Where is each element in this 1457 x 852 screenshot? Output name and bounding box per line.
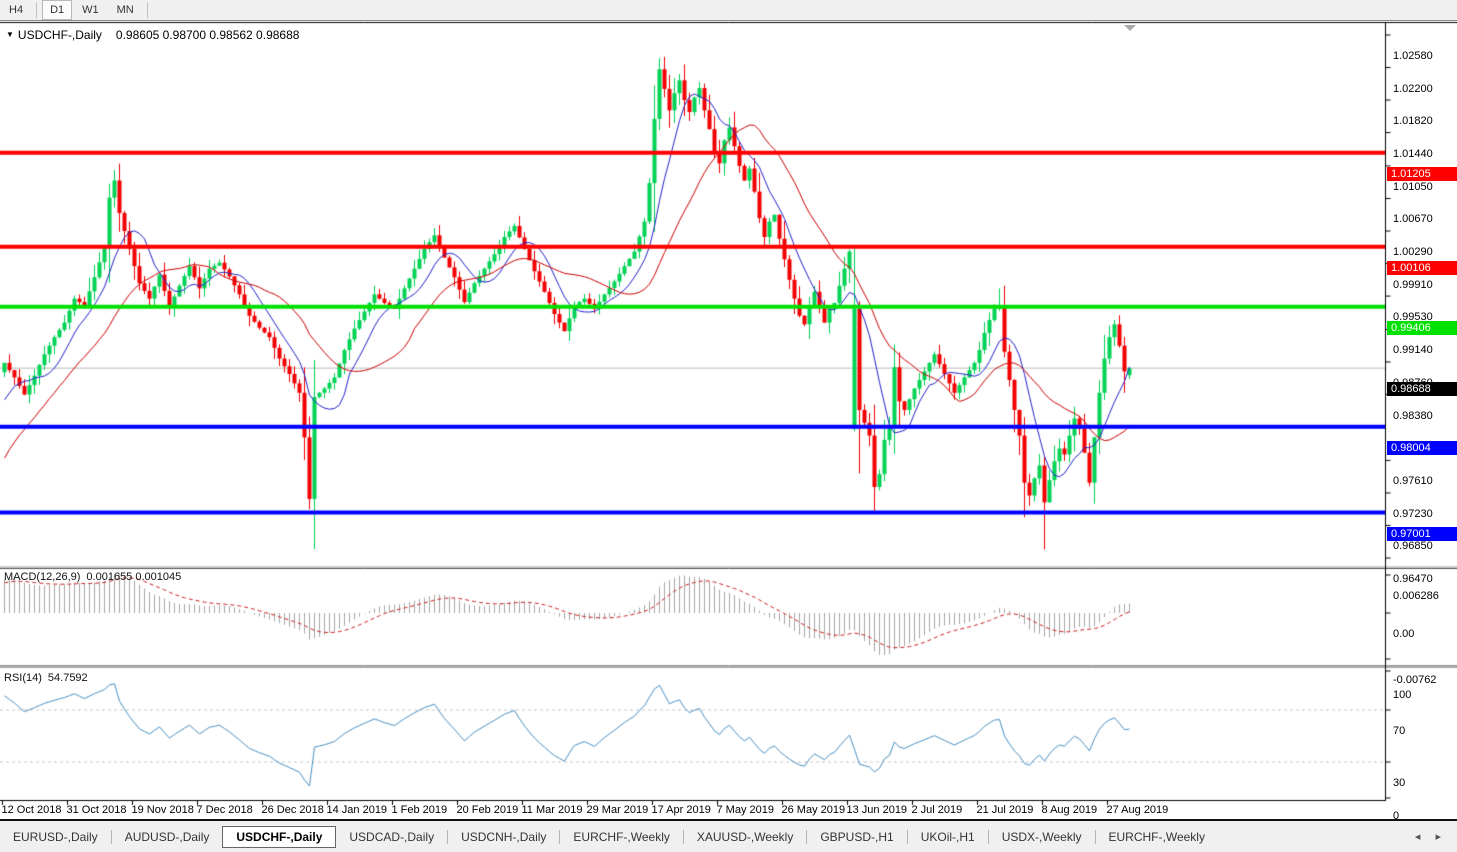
chart-tab-gbpusd-h1[interactable]: GBPUSD-,H1 bbox=[820, 829, 894, 844]
chart-tab-usdx-weekly[interactable]: USDX-,Weekly bbox=[1001, 829, 1082, 844]
price-tick-label: 0.99140 bbox=[1393, 344, 1433, 357]
date-tick-label: 11 Mar 2019 bbox=[521, 804, 583, 816]
chart-tab-audusd-daily[interactable]: AUDUSD-,Daily bbox=[124, 829, 210, 844]
price-tick-label: 0.98380 bbox=[1393, 409, 1433, 422]
chart-title: ▼ USDCHF-,Daily 0.98605 0.98700 0.98562 0.… bbox=[6, 28, 299, 42]
chart-tab-eurusd-daily[interactable]: EURUSD-,Daily bbox=[13, 829, 98, 844]
level-price-label: 0.98004 bbox=[1387, 440, 1457, 455]
date-tick-label: 8 Aug 2019 bbox=[1041, 804, 1098, 816]
date-tick-label: 29 Mar 2019 bbox=[586, 804, 649, 816]
date-tick-label: 1 Feb 2019 bbox=[391, 804, 448, 816]
symbol-period-label: USDCHF-,Daily bbox=[17, 28, 102, 42]
macd-values: 0.001655 0.001045 bbox=[86, 571, 182, 583]
current-price-label: 0.98688 bbox=[1387, 382, 1457, 397]
rsi-tick-label: 0 bbox=[1393, 810, 1400, 822]
macd-indicator-label: MACD(12,26,9) 0.001655 0.001045 bbox=[4, 571, 187, 583]
price-tick-label: 0.97230 bbox=[1393, 507, 1433, 520]
tab-separator bbox=[110, 829, 112, 844]
level-price-label: 1.00106 bbox=[1387, 260, 1457, 275]
date-tick-label: 2 Jul 2019 bbox=[911, 804, 963, 816]
date-tick-label: 17 Apr 2019 bbox=[651, 804, 711, 816]
tab-separator bbox=[1094, 829, 1096, 844]
date-tick-label: 26 May 2019 bbox=[781, 804, 846, 816]
chart-tab-usdchf-daily[interactable]: USDCHF-,Daily bbox=[222, 825, 337, 848]
macd-tick-label: 0.006286 bbox=[1393, 590, 1439, 603]
level-price-label: 0.99406 bbox=[1387, 320, 1457, 335]
toolbar-separator bbox=[146, 2, 148, 18]
date-tick-label: 19 Nov 2018 bbox=[131, 804, 194, 816]
chart-canvas[interactable] bbox=[0, 21, 1457, 821]
chart-area: ▼ USDCHF-,Daily 0.98605 0.98700 0.98562 0.… bbox=[0, 21, 1457, 822]
chart-tab-xauusd-weekly[interactable]: XAUUSD-,Weekly bbox=[696, 829, 794, 844]
price-tick-label: 0.96850 bbox=[1393, 540, 1433, 553]
rsi-value: 54.7592 bbox=[47, 672, 88, 684]
macd-name: MACD(12,26,9) bbox=[4, 571, 81, 583]
rsi-tick-label: 70 bbox=[1393, 725, 1406, 737]
price-tick-label: 0.99530 bbox=[1393, 311, 1433, 324]
tab-separator bbox=[806, 829, 808, 844]
date-tick-label: 7 Dec 2018 bbox=[196, 804, 253, 816]
price-tick-label: 1.02580 bbox=[1393, 50, 1433, 62]
timeframe-button-d1[interactable]: D1 bbox=[42, 0, 73, 20]
expand-triangle-icon[interactable]: ▼ bbox=[6, 30, 14, 39]
chart-tab-usdcad-daily[interactable]: USDCAD-,Daily bbox=[349, 829, 435, 844]
price-tick-label: 1.00290 bbox=[1393, 246, 1433, 259]
timeframe-button-mn[interactable]: MN bbox=[116, 4, 134, 16]
timeframe-button-w1[interactable]: W1 bbox=[82, 4, 99, 16]
date-tick-label: 27 Aug 2019 bbox=[1106, 804, 1169, 816]
rsi-tick-label: 30 bbox=[1393, 777, 1406, 789]
chart-shift-marker-icon[interactable] bbox=[1124, 25, 1136, 31]
rsi-name: RSI(14) bbox=[4, 672, 42, 684]
date-tick-label: 13 Jun 2019 bbox=[846, 804, 908, 816]
tab-separator bbox=[447, 829, 449, 844]
price-tick-label: 1.01440 bbox=[1393, 147, 1433, 160]
tab-separator bbox=[682, 829, 684, 844]
tab-scroll-arrows[interactable]: ◂ ▸ bbox=[1414, 831, 1447, 843]
chart-tab-eurchf-weekly[interactable]: EURCHF-,Weekly bbox=[573, 829, 670, 844]
price-tick-label: 1.01820 bbox=[1393, 115, 1433, 128]
chart-tabs-bar: EURUSD-,Daily AUDUSD-,Daily USDCHF-,Daily U… bbox=[0, 819, 1457, 852]
tab-separator bbox=[987, 829, 989, 844]
timeframe-toolbar: H4 D1 W1 MN bbox=[0, 0, 1457, 21]
price-tick-label: 0.97610 bbox=[1393, 475, 1433, 488]
chart-tab-eurchf-weekly[interactable]: EURCHF-,Weekly bbox=[1108, 829, 1205, 844]
date-tick-label: 7 May 2019 bbox=[716, 804, 774, 816]
rsi-tick-label: 100 bbox=[1393, 689, 1412, 701]
macd-tick-label: 0.00 bbox=[1393, 628, 1415, 640]
date-tick-label: 26 Dec 2018 bbox=[261, 804, 324, 816]
rsi-indicator-label: RSI(14) 54.7592 bbox=[4, 672, 94, 684]
toolbar-separator bbox=[36, 2, 38, 18]
timeframe-button-h4[interactable]: H4 bbox=[9, 4, 24, 16]
date-tick-label: 14 Jan 2019 bbox=[326, 804, 388, 816]
price-tick-label: 0.99910 bbox=[1393, 278, 1433, 291]
chart-tab-ukoil-h1[interactable]: UKOil-,H1 bbox=[920, 829, 975, 844]
date-tick-label: 12 Oct 2018 bbox=[1, 804, 62, 816]
ohlc-values: 0.98605 0.98700 0.98562 0.98688 bbox=[115, 28, 300, 42]
level-price-label: 1.01205 bbox=[1387, 166, 1457, 181]
tab-separator bbox=[559, 829, 561, 844]
tab-separator bbox=[906, 829, 908, 844]
chart-tab-usdcnh-daily[interactable]: USDCNH-,Daily bbox=[461, 829, 547, 844]
price-tick-label: 1.02200 bbox=[1393, 82, 1433, 95]
date-tick-label: 31 Oct 2018 bbox=[66, 804, 127, 816]
price-tick-label: 1.00670 bbox=[1393, 213, 1433, 226]
price-tick-label: 0.96470 bbox=[1393, 573, 1433, 586]
price-tick-label: 1.01050 bbox=[1393, 180, 1433, 193]
level-price-label: 0.97001 bbox=[1387, 526, 1457, 541]
date-tick-label: 20 Feb 2019 bbox=[456, 804, 519, 816]
macd-tick-label: -0.00762 bbox=[1393, 674, 1437, 687]
date-tick-label: 21 Jul 2019 bbox=[976, 804, 1034, 816]
